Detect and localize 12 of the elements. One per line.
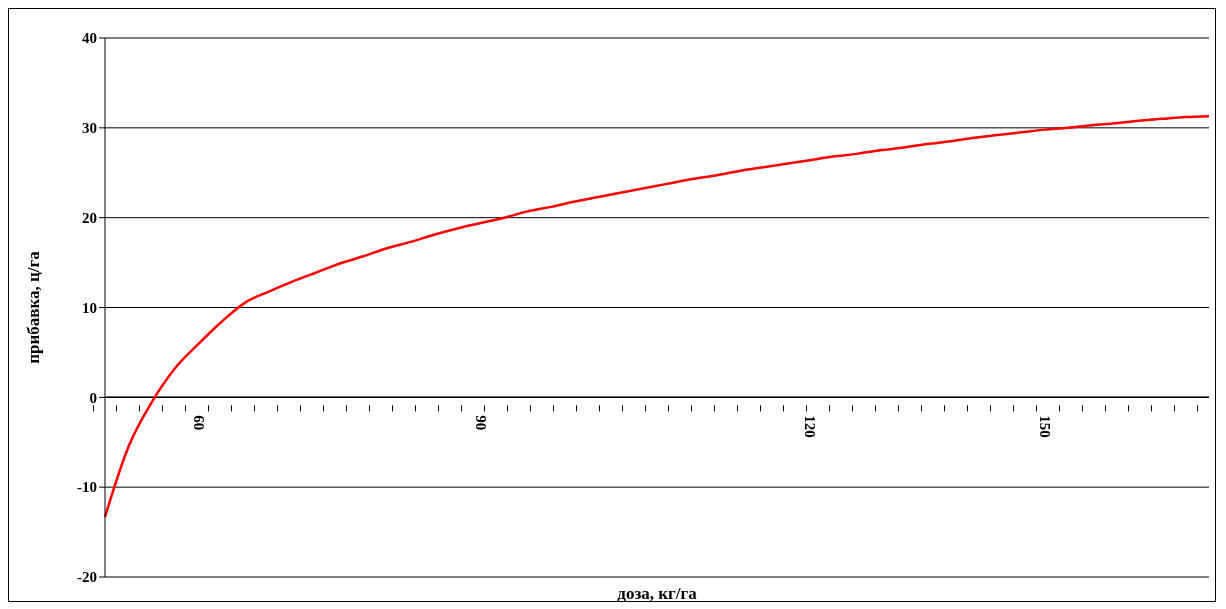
- y-tick-label: 10: [82, 299, 97, 316]
- y-tick-label: 30: [82, 120, 97, 137]
- y-axis-title: прибавка, ц/га: [24, 250, 44, 364]
- x-tick-label: 150: [1036, 415, 1053, 438]
- y-tick-label: 20: [82, 209, 97, 226]
- x-tick-label: 90: [472, 415, 489, 431]
- y-tick-label: -10: [77, 479, 97, 496]
- x-tick-label: 60: [190, 415, 207, 431]
- x-tick-label: 120: [801, 415, 818, 438]
- y-tick-label: 0: [89, 389, 97, 406]
- y-tick-label: -20: [77, 569, 97, 586]
- y-tick-label: 40: [82, 30, 97, 47]
